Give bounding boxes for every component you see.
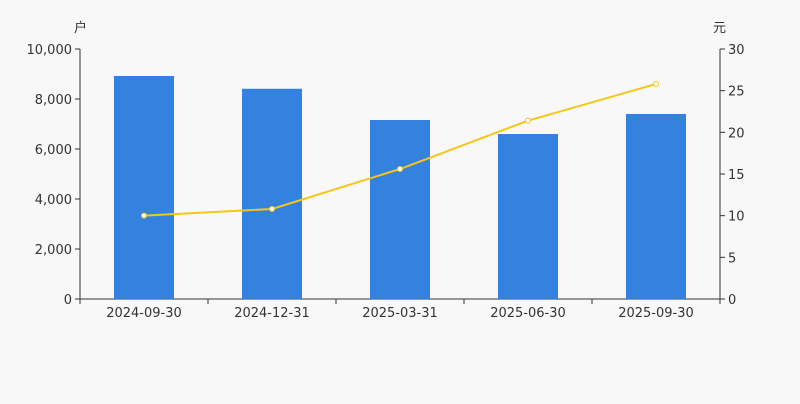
bar: [498, 134, 558, 299]
bar: [114, 76, 174, 299]
right-tick-label: 0: [728, 293, 736, 308]
right-tick-label: 20: [728, 126, 745, 141]
x-tick-label: 2025-09-30: [618, 306, 694, 321]
right-tick-label: 10: [728, 210, 745, 225]
right-tick-label: 30: [728, 43, 745, 58]
x-tick-label: 2024-09-30: [106, 306, 182, 321]
x-tick-label: 2025-06-30: [490, 306, 566, 321]
right-tick-label: 5: [728, 251, 736, 266]
left-tick-label: 4,000: [35, 193, 72, 208]
left-axis-unit: 户: [74, 20, 87, 36]
left-tick-label: 6,000: [35, 143, 72, 158]
line-point: [653, 81, 659, 87]
left-tick-label: 2,000: [35, 243, 72, 258]
right-tick-label: 15: [728, 168, 745, 183]
line-point: [141, 212, 147, 219]
left-tick-label: 8,000: [35, 93, 72, 108]
line-point: [269, 206, 275, 212]
x-tick-label: 2024-12-31: [234, 306, 310, 321]
right-axis-unit: 元: [713, 21, 726, 36]
line-point: [397, 166, 403, 172]
left-tick-label: 10,000: [27, 43, 73, 58]
right-tick-label: 25: [728, 85, 745, 100]
line-point: [525, 117, 531, 124]
bar: [626, 114, 686, 299]
x-tick-label: 2025-03-31: [362, 306, 438, 321]
bar: [242, 88, 302, 299]
left-tick-label: 0: [64, 293, 72, 308]
bar: [370, 120, 430, 299]
